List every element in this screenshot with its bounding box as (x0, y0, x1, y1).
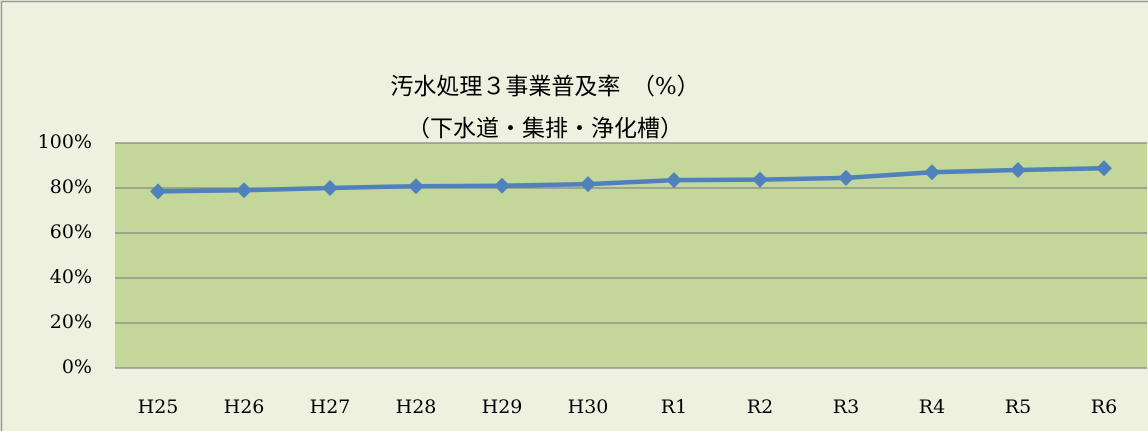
y-tick-label: 0% (62, 356, 92, 378)
x-tick-label: H25 (138, 396, 179, 418)
data-point (1096, 160, 1112, 177)
data-point (150, 183, 166, 200)
data-point (666, 172, 682, 189)
series-line (157, 165, 1105, 194)
x-tick-label: R3 (833, 396, 859, 418)
y-tick-label: 100% (38, 131, 92, 153)
chart-title: 汚水処理３事業普及率 （%） (390, 74, 699, 100)
data-point (494, 177, 510, 194)
data-point (236, 182, 252, 199)
data-point (580, 176, 596, 193)
x-tick-label: R5 (1005, 396, 1031, 418)
x-tick-label: H30 (568, 396, 609, 418)
x-tick-label: H26 (224, 396, 265, 418)
data-point (322, 180, 338, 196)
y-tick-label: 20% (50, 311, 92, 333)
x-tick-label: H29 (482, 396, 523, 418)
y-tick-label: 40% (50, 266, 92, 288)
data-point (1010, 162, 1026, 178)
x-tick-label: H27 (310, 396, 351, 418)
y-tick-label: 60% (50, 221, 92, 243)
data-point (408, 178, 424, 195)
x-tick-label: R6 (1091, 396, 1117, 418)
x-tick-label: R1 (661, 396, 687, 418)
data-point (752, 171, 768, 188)
data-point (924, 164, 940, 181)
x-tick-label: H28 (396, 396, 437, 418)
y-tick-label: 80% (50, 176, 92, 198)
x-tick-label: R4 (919, 396, 945, 418)
data-point (838, 169, 854, 186)
x-tick-label: R2 (747, 396, 773, 418)
plot-area (115, 143, 1147, 368)
chart-subtitle: （下水道・集排・浄化槽） (407, 116, 683, 142)
